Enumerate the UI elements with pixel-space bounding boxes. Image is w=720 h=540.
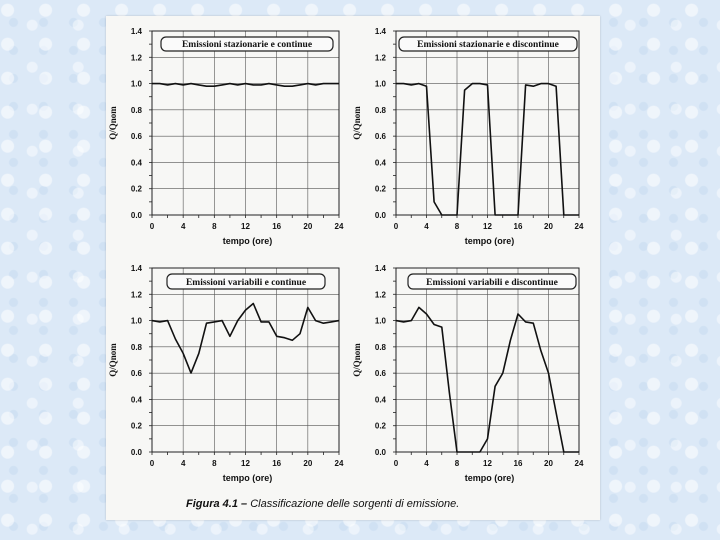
chart3-series-line	[151, 302, 340, 374]
chart2-x-axis-label: tempo (ore)	[465, 236, 515, 246]
chart3-xtick-label: 4	[181, 459, 186, 468]
chart4-xtick-label: 12	[483, 459, 492, 468]
chart2-ytick-label: 1.2	[375, 53, 387, 62]
chart1-xtick-label: 20	[303, 222, 312, 231]
chart1-ytick-label: 0.8	[131, 106, 143, 115]
chart4-y-axis-label: Q/Qnom	[352, 343, 362, 377]
chart1-title-box	[160, 36, 334, 52]
chart4-xtick-label: 0	[394, 459, 399, 468]
chart1-xtick-label: 8	[212, 222, 217, 231]
chart2-xtick-label: 8	[455, 222, 460, 231]
chart1-series-line	[152, 82, 339, 87]
chart2-ytick-label: 0.2	[375, 185, 387, 194]
chart2-xtick-label: 12	[483, 222, 492, 231]
chart2-y-axis-label: Q/Qnom	[352, 106, 362, 140]
chart2-ytick-label: 0.0	[375, 211, 387, 220]
chart3-xtick-label: 0	[150, 459, 155, 468]
chart1-title: Emissioni stazionarie e continue	[182, 40, 312, 50]
chart3-ytick-label: 0.0	[131, 448, 143, 457]
chart4-ytick-label: 1.2	[375, 290, 387, 299]
chart1-ytick-label: 0.2	[131, 185, 143, 194]
chart4-ytick-label: 0.4	[375, 395, 387, 404]
chart2-series-line	[396, 82, 579, 216]
chart3-y-axis-label: Q/Qnom	[108, 343, 118, 377]
chart2-ytick-label: 1.4	[375, 27, 387, 36]
chart1-ytick-label: 1.2	[131, 53, 143, 62]
chart3-ytick-label: 0.8	[131, 343, 143, 352]
chart2-xtick-label: 4	[424, 222, 429, 231]
chart1-ytick-label: 0.4	[131, 158, 143, 167]
chart4-ytick-label: 0.0	[375, 448, 387, 457]
caption-text: Classificazione delle sorgenti di emissi…	[250, 498, 460, 510]
chart3-ytick-label: 1.2	[131, 290, 143, 299]
chart3-title: Emissioni variabili e continue	[186, 278, 306, 288]
chart4-xtick-label: 16	[514, 459, 523, 468]
chart4-ytick-label: 1.4	[375, 264, 387, 273]
chart1-x-axis-label: tempo (ore)	[223, 236, 273, 246]
chart4-ytick-label: 0.6	[375, 369, 387, 378]
chart4-xtick-label: 4	[424, 459, 429, 468]
chart4-x-axis-label: tempo (ore)	[465, 473, 515, 483]
chart1-xtick-label: 4	[181, 222, 186, 231]
chart1-ytick-label: 0.0	[131, 211, 143, 220]
chart4-xtick-label: 20	[544, 459, 553, 468]
chart2-ytick-label: 1.0	[375, 80, 387, 89]
chart2-xtick-label: 16	[514, 222, 523, 231]
chart3-title-box	[166, 273, 326, 290]
chart4-ytick-label: 0.8	[375, 343, 387, 352]
chart4-ytick-label: 0.2	[375, 422, 387, 431]
chart4-ytick-label: 1.0	[375, 317, 387, 326]
chart3-ytick-label: 0.4	[131, 395, 143, 404]
chart3-xtick-label: 24	[335, 459, 344, 468]
chart2-xtick-label: 24	[575, 222, 584, 231]
chart1-xtick-label: 24	[335, 222, 344, 231]
chart1-ytick-label: 1.4	[131, 27, 143, 36]
chart3-xtick-label: 12	[241, 459, 250, 468]
chart3-ytick-label: 0.2	[131, 422, 143, 431]
chart1-ytick-label: 1.0	[131, 80, 143, 89]
chart1-ytick-label: 0.6	[131, 132, 143, 141]
chart3-x-axis-label: tempo (ore)	[223, 473, 273, 483]
chart2-title: Emissioni stazionarie e discontinue	[417, 40, 559, 50]
chart2-xtick-label: 20	[544, 222, 553, 231]
chart4-title-box	[407, 273, 577, 290]
chart3-xtick-label: 20	[303, 459, 312, 468]
figure-caption: Figura 4.1 – Classificazione delle sorge…	[186, 498, 586, 510]
chart1-xtick-label: 16	[272, 222, 281, 231]
chart3-ytick-label: 1.4	[131, 264, 143, 273]
chart4-xtick-label: 8	[455, 459, 460, 468]
chart3-ytick-label: 1.0	[131, 317, 143, 326]
chart3-ytick-label: 0.6	[131, 369, 143, 378]
chart2-xtick-label: 0	[394, 222, 399, 231]
chart2-title-box	[398, 36, 578, 52]
chart2-ytick-label: 0.8	[375, 106, 387, 115]
chart4-title: Emissioni variabili e discontinue	[426, 278, 558, 288]
chart2-ytick-label: 0.4	[375, 158, 387, 167]
chart1-xtick-label: 0	[150, 222, 155, 231]
chart1-xtick-label: 12	[241, 222, 250, 231]
chart2-ytick-label: 0.6	[375, 132, 387, 141]
caption-label: Figura 4.1 –	[186, 498, 248, 510]
chart4-xtick-label: 24	[575, 459, 584, 468]
chart4-series-line	[395, 306, 579, 453]
chart3-xtick-label: 16	[272, 459, 281, 468]
chart1-y-axis-label: Q/Qnom	[108, 106, 118, 140]
chart3-xtick-label: 8	[212, 459, 217, 468]
